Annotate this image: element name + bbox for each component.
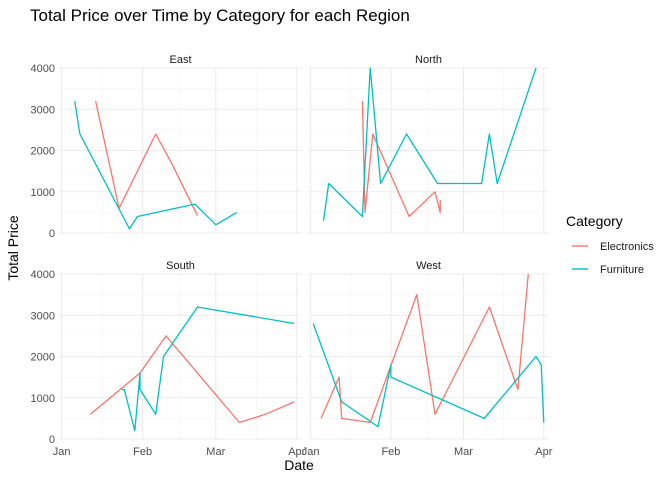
- y-tick-label: 3000: [31, 310, 55, 322]
- legend-label-furniture: Furniture: [600, 264, 644, 276]
- legend-title: Category: [566, 213, 623, 229]
- y-tick-label: 1000: [31, 393, 55, 405]
- legend-label-electronics: Electronics: [600, 241, 654, 253]
- facet-strip-label: North: [415, 54, 442, 66]
- facet-west: West Jan Feb Mar Apr: [302, 260, 553, 458]
- facet-strip-label: West: [416, 260, 441, 272]
- y-tick-label: 0: [49, 434, 55, 446]
- x-tick-label: Apr: [535, 446, 552, 458]
- series-line-furniture-west: [312, 323, 545, 428]
- x-tick-label: Jan: [302, 446, 320, 458]
- x-tick-label: Jan: [53, 446, 71, 458]
- y-tick-label: 4000: [31, 269, 55, 281]
- y-tick-label: 1000: [31, 187, 55, 199]
- x-tick-label: Apr: [288, 446, 305, 458]
- facet-grid-lines: [308, 67, 549, 234]
- y-tick-label: 2000: [31, 146, 55, 158]
- y-axis-title: Total Price: [5, 215, 21, 281]
- y-tick-label: 3000: [31, 104, 55, 116]
- facet-grid-lines: [308, 273, 549, 440]
- facet-grid-lines: [59, 273, 302, 440]
- facet-grid: East 0 1000 2000 3000 4000 North South 0 1000 2000…: [31, 54, 553, 458]
- facet-east: East 0 1000 2000 3000 4000: [31, 54, 302, 240]
- series-line-electronics-west: [320, 273, 529, 424]
- facet-south: South 0 1000 2000 3000 4000 Jan Feb Mar Apr: [31, 260, 306, 458]
- facet-strip-label: East: [169, 54, 191, 66]
- legend: Category Electronics Furniture: [566, 213, 654, 276]
- y-tick-label: 2000: [31, 352, 55, 364]
- chart-title: Total Price over Time by Category for ea…: [30, 6, 410, 25]
- x-tick-label: Feb: [381, 446, 400, 458]
- series-line-furniture-east: [74, 100, 238, 230]
- facet-north: North: [308, 54, 549, 234]
- series-line-electronics-north: [361, 100, 441, 218]
- x-tick-label: Feb: [133, 446, 152, 458]
- facet-grid-lines: [59, 67, 302, 234]
- series-line-furniture-south: [121, 306, 295, 432]
- series-line-electronics-south: [89, 335, 295, 424]
- facet-strip-label: South: [166, 260, 195, 272]
- x-tick-label: Mar: [454, 446, 473, 458]
- series-line-furniture-north: [322, 67, 537, 221]
- x-axis-title: Date: [284, 457, 314, 473]
- y-tick-label: 0: [49, 228, 55, 240]
- x-tick-label: Mar: [206, 446, 225, 458]
- series-line-electronics-east: [94, 100, 199, 216]
- y-tick-label: 4000: [31, 63, 55, 75]
